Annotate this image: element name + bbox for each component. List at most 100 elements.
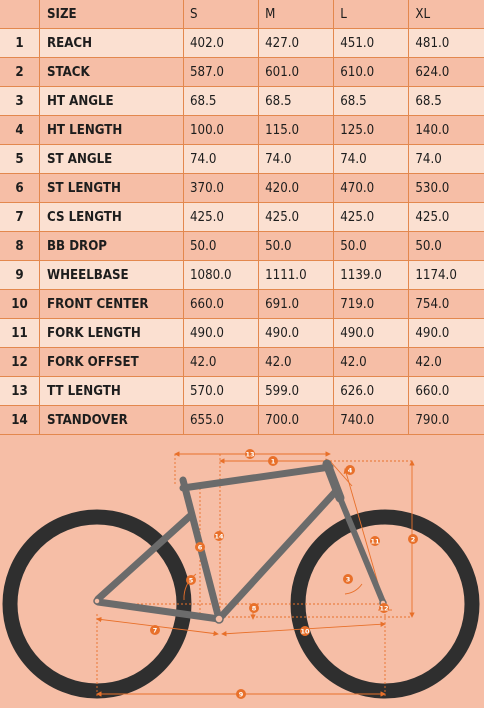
table-row: 10 FRONT CENTER 660.0 691.0 719.0 754.0 xyxy=(0,289,484,319)
row-label: HT LENGTH xyxy=(39,115,184,145)
svg-text:8: 8 xyxy=(252,604,257,612)
table-row: 7 CS LENGTH 425.0 425.0 425.0 425.0 xyxy=(0,202,484,232)
value-cell-s: 655.0 xyxy=(183,405,260,435)
header-size-m: M xyxy=(258,0,335,29)
marker-3: 3 xyxy=(343,574,353,584)
value-cell-m: 1111.0 xyxy=(258,260,335,290)
row-number: 12 xyxy=(0,347,40,377)
value-cell-l: 610.0 xyxy=(333,57,410,87)
geometry-table: SIZE S M L XL 1 REACH 402.0 427.0 451.0 481.0… xyxy=(0,0,484,435)
geometry-table-body: 1 REACH 402.0 427.0 451.0 481.0 2 STACK 587.0 601… xyxy=(0,28,484,435)
value-cell-l: 42.0 xyxy=(333,347,410,377)
value-cell-s: 425.0 xyxy=(183,202,260,232)
value-cell-m: 691.0 xyxy=(258,289,335,319)
svg-text:11: 11 xyxy=(370,537,380,545)
value-cell-m: 68.5 xyxy=(258,86,335,116)
value-cell-s: 42.0 xyxy=(183,347,260,377)
value-cell-l: 68.5 xyxy=(333,86,410,116)
value-cell-l: 719.0 xyxy=(333,289,410,319)
seat-stay xyxy=(94,512,194,603)
svg-text:2: 2 xyxy=(411,535,416,543)
value-cell-l: 490.0 xyxy=(333,318,410,348)
row-label: ST ANGLE xyxy=(39,144,184,174)
value-cell-xl: 42.0 xyxy=(408,347,484,377)
marker-7: 7 xyxy=(150,625,160,635)
marker-14: 14 xyxy=(214,531,224,541)
value-cell-s: 100.0 xyxy=(183,115,260,145)
marker-13: 13 xyxy=(245,449,255,459)
value-cell-l: 626.0 xyxy=(333,376,410,406)
svg-text:14: 14 xyxy=(214,532,224,540)
value-cell-m: 427.0 xyxy=(258,28,335,58)
table-row: 14 STANDOVER 655.0 700.0 740.0 790.0 xyxy=(0,405,484,435)
marker-8: 8 xyxy=(249,603,259,613)
head-tube xyxy=(322,459,345,503)
row-label: REACH xyxy=(39,28,184,58)
value-cell-m: 50.0 xyxy=(258,231,335,261)
value-cell-s: 402.0 xyxy=(183,28,260,58)
value-cell-m: 420.0 xyxy=(258,173,335,203)
marker-12: 12 xyxy=(379,603,389,613)
value-cell-s: 68.5 xyxy=(183,86,260,116)
header-number-cell xyxy=(0,0,40,29)
value-cell-m: 74.0 xyxy=(258,144,335,174)
row-number: 5 xyxy=(0,144,40,174)
table-row: 3 HT ANGLE 68.5 68.5 68.5 68.5 xyxy=(0,86,484,116)
dimension-markers: 13 1 4 2 11 14 6 5 3 8 12 7 10 9 xyxy=(150,449,418,699)
value-cell-s: 74.0 xyxy=(183,144,260,174)
value-cell-m: 700.0 xyxy=(258,405,335,435)
row-label: STANDOVER xyxy=(39,405,184,435)
row-label: FRONT CENTER xyxy=(39,289,184,319)
row-number: 8 xyxy=(0,231,40,261)
value-cell-m: 42.0 xyxy=(258,347,335,377)
table-row: 4 HT LENGTH 100.0 115.0 125.0 140.0 xyxy=(0,115,484,145)
row-label: FORK OFFSET xyxy=(39,347,184,377)
row-number: 4 xyxy=(0,115,40,145)
header-size-label: SIZE xyxy=(39,0,184,29)
value-cell-l: 740.0 xyxy=(333,405,410,435)
table-row: 9 WHEELBASE 1080.0 1111.0 1139.0 1174.0 xyxy=(0,260,484,290)
value-cell-l: 125.0 xyxy=(333,115,410,145)
bike-frame xyxy=(94,459,386,623)
row-number: 10 xyxy=(0,289,40,319)
value-cell-m: 425.0 xyxy=(258,202,335,232)
top-tube xyxy=(179,463,334,492)
value-cell-s: 660.0 xyxy=(183,289,260,319)
row-label: WHEELBASE xyxy=(39,260,184,290)
dimension-lines xyxy=(96,451,415,697)
value-cell-xl: 530.0 xyxy=(408,173,484,203)
table-row: 13 TT LENGTH 570.0 599.0 626.0 660.0 xyxy=(0,376,484,406)
table-row: 8 BB DROP 50.0 50.0 50.0 50.0 xyxy=(0,231,484,261)
value-cell-xl: 754.0 xyxy=(408,289,484,319)
value-cell-xl: 660.0 xyxy=(408,376,484,406)
down-tube xyxy=(215,486,341,623)
marker-10: 10 xyxy=(300,626,310,636)
table-row: 6 ST LENGTH 370.0 420.0 470.0 530.0 xyxy=(0,173,484,203)
svg-text:1: 1 xyxy=(271,457,276,465)
header-size-l: L xyxy=(333,0,410,29)
chain-stay xyxy=(94,598,223,623)
table-row: 11 FORK LENGTH 490.0 490.0 490.0 490.0 xyxy=(0,318,484,348)
value-cell-m: 601.0 xyxy=(258,57,335,87)
value-cell-m: 115.0 xyxy=(258,115,335,145)
value-cell-s: 587.0 xyxy=(183,57,260,87)
value-cell-xl: 140.0 xyxy=(408,115,484,145)
value-cell-xl: 425.0 xyxy=(408,202,484,232)
svg-text:5: 5 xyxy=(189,576,194,584)
row-number: 3 xyxy=(0,86,40,116)
row-label: CS LENGTH xyxy=(39,202,184,232)
value-cell-xl: 790.0 xyxy=(408,405,484,435)
value-cell-l: 1139.0 xyxy=(333,260,410,290)
value-cell-s: 370.0 xyxy=(183,173,260,203)
value-cell-xl: 481.0 xyxy=(408,28,484,58)
value-cell-xl: 74.0 xyxy=(408,144,484,174)
value-cell-l: 451.0 xyxy=(333,28,410,58)
table-row: 1 REACH 402.0 427.0 451.0 481.0 xyxy=(0,28,484,58)
row-label: ST LENGTH xyxy=(39,173,184,203)
row-number: 2 xyxy=(0,57,40,87)
marker-4: 4 xyxy=(345,465,355,475)
marker-6: 6 xyxy=(195,542,205,552)
svg-text:4: 4 xyxy=(348,466,353,474)
marker-9: 9 xyxy=(236,689,246,699)
row-label: TT LENGTH xyxy=(39,376,184,406)
